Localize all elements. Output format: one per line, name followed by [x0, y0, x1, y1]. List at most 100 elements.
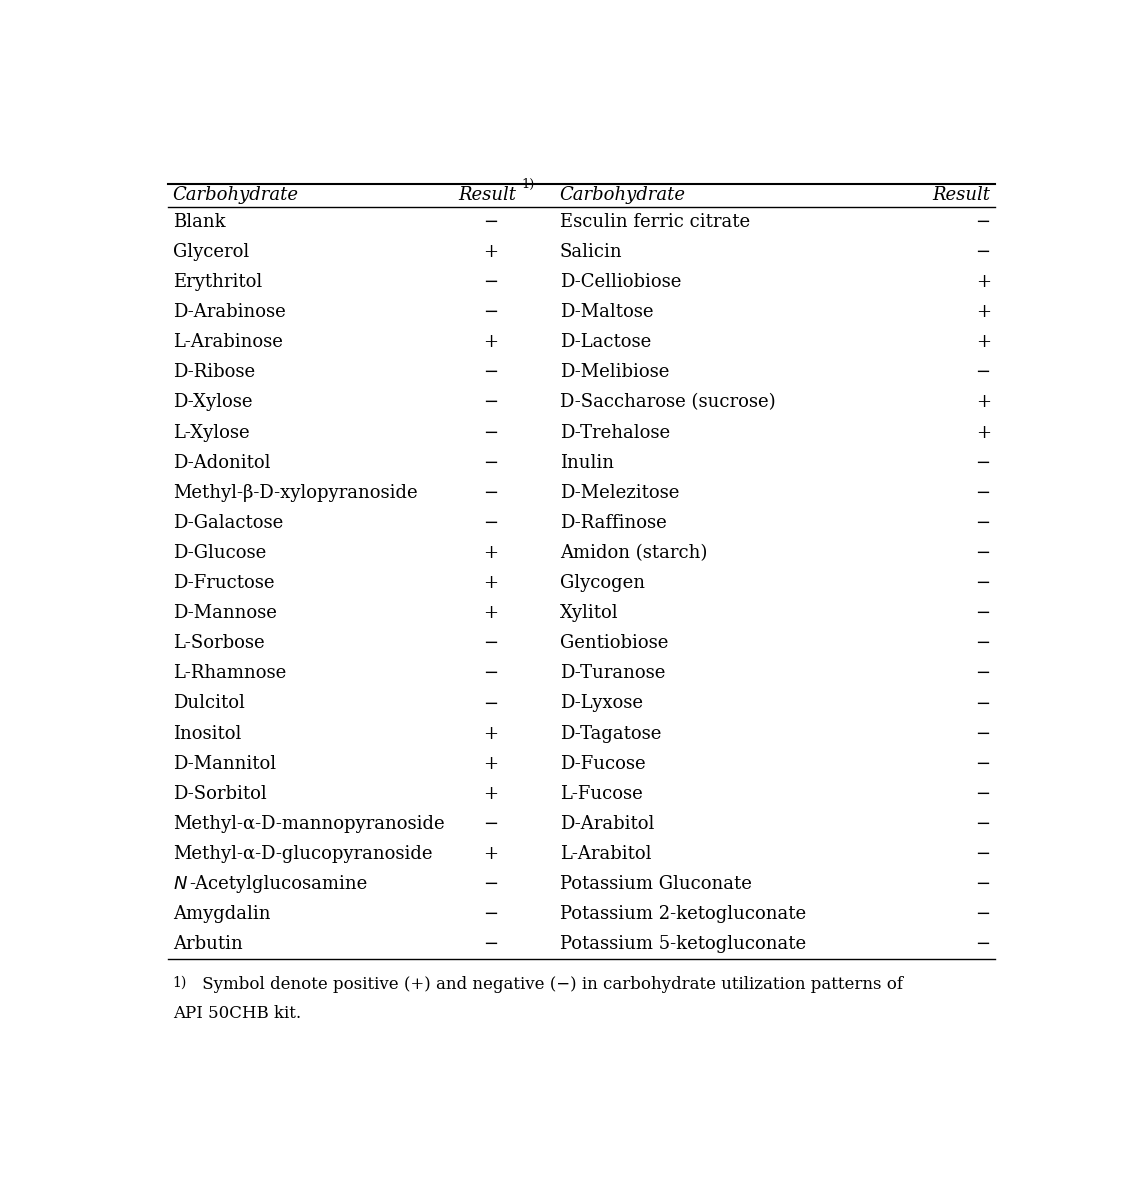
Text: −: −: [976, 785, 991, 803]
Text: L-Fucose: L-Fucose: [560, 785, 642, 803]
Text: −: −: [482, 454, 498, 472]
Text: +: +: [976, 423, 991, 441]
Text: −: −: [976, 213, 991, 231]
Text: D-Melibiose: D-Melibiose: [560, 364, 669, 382]
Text: D-Fructose: D-Fructose: [173, 574, 275, 592]
Text: Erythritol: Erythritol: [173, 273, 262, 291]
Text: +: +: [976, 333, 991, 351]
Text: −: −: [976, 574, 991, 592]
Text: API 50CHB kit.: API 50CHB kit.: [173, 1005, 301, 1023]
Text: −: −: [976, 665, 991, 682]
Text: −: −: [976, 845, 991, 863]
Text: −: −: [482, 423, 498, 441]
Text: Glycerol: Glycerol: [173, 243, 249, 260]
Text: Dulcitol: Dulcitol: [173, 694, 244, 712]
Text: D-Saccharose (sucrose): D-Saccharose (sucrose): [560, 394, 775, 411]
Text: +: +: [976, 394, 991, 411]
Text: +: +: [482, 755, 498, 773]
Text: +: +: [482, 574, 498, 592]
Text: D-Arabinose: D-Arabinose: [173, 303, 285, 321]
Text: −: −: [976, 724, 991, 743]
Text: Result: Result: [933, 187, 991, 205]
Text: D-Mannitol: D-Mannitol: [173, 755, 276, 773]
Text: Result: Result: [459, 187, 516, 205]
Text: −: −: [482, 905, 498, 923]
Text: −: −: [976, 634, 991, 653]
Text: −: −: [482, 364, 498, 382]
Text: Arbutin: Arbutin: [173, 936, 243, 954]
Text: −: −: [482, 694, 498, 712]
Text: Methyl-α-D-glucopyranoside: Methyl-α-D-glucopyranoside: [173, 845, 432, 863]
Text: Carbohydrate: Carbohydrate: [560, 187, 686, 205]
Text: −: −: [976, 454, 991, 472]
Text: D-Lactose: D-Lactose: [560, 333, 651, 351]
Text: Amygdalin: Amygdalin: [173, 905, 270, 923]
Text: D-Adonitol: D-Adonitol: [173, 454, 270, 472]
Text: −: −: [976, 484, 991, 502]
Text: −: −: [482, 303, 498, 321]
Text: D-Lyxose: D-Lyxose: [560, 694, 642, 712]
Text: Amidon (starch): Amidon (starch): [560, 543, 707, 562]
Text: −: −: [482, 665, 498, 682]
Text: D-Melezitose: D-Melezitose: [560, 484, 679, 502]
Text: D-Tagatose: D-Tagatose: [560, 724, 661, 743]
Text: Xylitol: Xylitol: [560, 604, 619, 622]
Text: D-Glucose: D-Glucose: [173, 543, 266, 562]
Text: +: +: [482, 845, 498, 863]
Text: −: −: [976, 936, 991, 954]
Text: L-Xylose: L-Xylose: [173, 423, 250, 441]
Text: 1): 1): [522, 178, 535, 191]
Text: Methyl-β-D-xylopyranoside: Methyl-β-D-xylopyranoside: [173, 484, 418, 502]
Text: Gentiobiose: Gentiobiose: [560, 634, 669, 653]
Text: 1): 1): [173, 976, 187, 989]
Text: Inositol: Inositol: [173, 724, 241, 743]
Text: D-Celliobiose: D-Celliobiose: [560, 273, 681, 291]
Text: +: +: [976, 303, 991, 321]
Text: Glycogen: Glycogen: [560, 574, 645, 592]
Text: −: −: [482, 936, 498, 954]
Text: −: −: [976, 243, 991, 260]
Text: Methyl-α-D-mannopyranoside: Methyl-α-D-mannopyranoside: [173, 814, 444, 832]
Text: −: −: [976, 514, 991, 531]
Text: D-Mannose: D-Mannose: [173, 604, 277, 622]
Text: D-Xylose: D-Xylose: [173, 394, 252, 411]
Text: Salicin: Salicin: [560, 243, 622, 260]
Text: +: +: [482, 724, 498, 743]
Text: −: −: [482, 484, 498, 502]
Text: D-Raffinose: D-Raffinose: [560, 514, 666, 531]
Text: Potassium Gluconate: Potassium Gluconate: [560, 875, 751, 893]
Text: D-Maltose: D-Maltose: [560, 303, 654, 321]
Text: $\mathit{N}$: $\mathit{N}$: [173, 875, 187, 893]
Text: −: −: [482, 814, 498, 832]
Text: +: +: [482, 785, 498, 803]
Text: −: −: [976, 604, 991, 622]
Text: Inulin: Inulin: [560, 454, 614, 472]
Text: D-Turanose: D-Turanose: [560, 665, 665, 682]
Text: +: +: [482, 543, 498, 562]
Text: −: −: [976, 814, 991, 832]
Text: Potassium 5-ketogluconate: Potassium 5-ketogluconate: [560, 936, 806, 954]
Text: L-Arabinose: L-Arabinose: [173, 333, 283, 351]
Text: −: −: [482, 514, 498, 531]
Text: D-Sorbitol: D-Sorbitol: [173, 785, 267, 803]
Text: +: +: [482, 604, 498, 622]
Text: L-Arabitol: L-Arabitol: [560, 845, 651, 863]
Text: −: −: [482, 875, 498, 893]
Text: D-Galactose: D-Galactose: [173, 514, 283, 531]
Text: Symbol denote positive (+) and negative (−) in carbohydrate utilization patterns: Symbol denote positive (+) and negative …: [197, 976, 903, 993]
Text: L-Sorbose: L-Sorbose: [173, 634, 264, 653]
Text: L-Rhamnose: L-Rhamnose: [173, 665, 286, 682]
Text: −: −: [976, 755, 991, 773]
Text: −: −: [482, 273, 498, 291]
Text: Potassium 2-ketogluconate: Potassium 2-ketogluconate: [560, 905, 806, 923]
Text: D-Fucose: D-Fucose: [560, 755, 646, 773]
Text: −: −: [976, 875, 991, 893]
Text: −: −: [482, 634, 498, 653]
Text: +: +: [976, 273, 991, 291]
Text: −: −: [976, 543, 991, 562]
Text: Blank: Blank: [173, 213, 225, 231]
Text: Esculin ferric citrate: Esculin ferric citrate: [560, 213, 750, 231]
Text: −: −: [976, 364, 991, 382]
Text: +: +: [482, 333, 498, 351]
Text: −: −: [482, 394, 498, 411]
